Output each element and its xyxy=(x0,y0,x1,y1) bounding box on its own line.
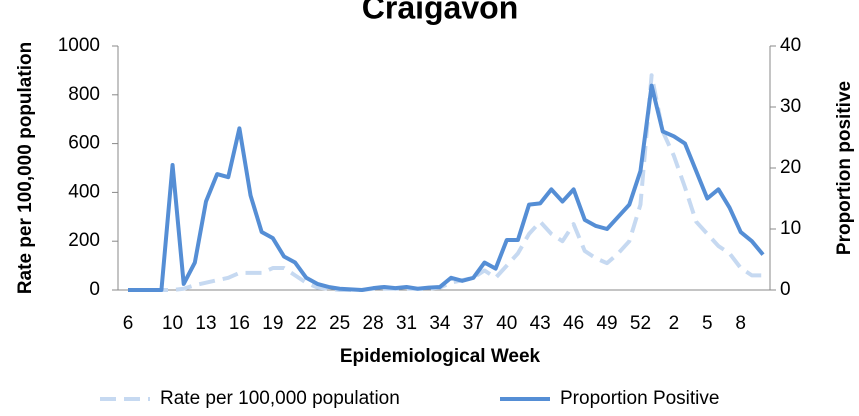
legend-label: Rate per 100,000 population xyxy=(160,388,400,409)
y-tick-label: 600 xyxy=(68,133,100,154)
x-tick-label: 52 xyxy=(630,313,651,334)
x-tick-label: 28 xyxy=(363,313,384,334)
x-tick-label: 10 xyxy=(162,313,183,334)
x-tick-label: 40 xyxy=(496,313,517,334)
series-line xyxy=(128,83,765,292)
y2-axis-label: Proportion positive xyxy=(834,81,855,255)
x-tick-label: 31 xyxy=(396,313,417,334)
x-tick-label: 6 xyxy=(123,313,134,334)
x-tick-label: 16 xyxy=(229,313,250,334)
x-tick-label: 25 xyxy=(329,313,350,334)
y2-tick-label: 30 xyxy=(780,96,801,117)
series-line xyxy=(128,73,763,292)
x-tick-label: 37 xyxy=(463,313,484,334)
x-tick-label: 13 xyxy=(195,313,216,334)
y2-tick-label: 10 xyxy=(780,218,801,239)
x-tick-label: 8 xyxy=(735,313,746,334)
y2-tick-label: 40 xyxy=(780,35,801,56)
x-tick-label: 22 xyxy=(296,313,317,334)
x-tick-label: 5 xyxy=(702,313,713,334)
y2-tick-label: 20 xyxy=(780,157,801,178)
y-tick-label: 1000 xyxy=(58,35,100,56)
y-tick-label: 0 xyxy=(89,279,100,300)
x-tick-label: 49 xyxy=(596,313,617,334)
y-tick-label: 800 xyxy=(68,84,100,105)
y-tick-label: 200 xyxy=(68,230,100,251)
x-tick-label: 2 xyxy=(669,313,680,334)
x-axis-label: Epidemiological Week xyxy=(340,346,541,367)
y-axis-label: Rate per 100,000 population xyxy=(15,42,36,294)
x-tick-label: 46 xyxy=(563,313,584,334)
y2-tick-label: 0 xyxy=(780,279,791,300)
x-tick-label: 19 xyxy=(262,313,283,334)
chart-title: Craigavon xyxy=(362,0,518,25)
y-tick-label: 400 xyxy=(68,181,100,202)
legend-label: Proportion Positive xyxy=(560,388,719,409)
x-tick-label: 43 xyxy=(530,313,551,334)
x-tick-label: 34 xyxy=(429,313,451,334)
